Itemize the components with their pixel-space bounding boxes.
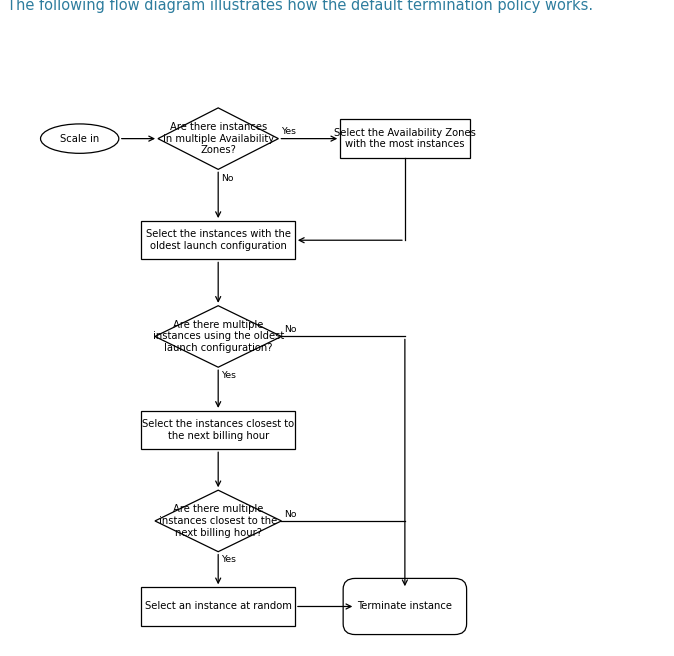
Polygon shape <box>155 306 282 367</box>
FancyBboxPatch shape <box>340 119 470 158</box>
FancyBboxPatch shape <box>142 221 295 260</box>
FancyBboxPatch shape <box>343 579 466 634</box>
Ellipse shape <box>40 124 119 154</box>
Text: Select an instance at random: Select an instance at random <box>145 602 292 611</box>
Text: Are there multiple
instances closest to the
next billing hour?: Are there multiple instances closest to … <box>159 504 277 537</box>
Text: No: No <box>284 510 297 519</box>
Text: Select the instances closest to
the next billing hour: Select the instances closest to the next… <box>142 419 295 441</box>
Text: Yes: Yes <box>282 127 297 136</box>
Text: Yes: Yes <box>221 556 236 564</box>
Text: Are there multiple
instances using the oldest
launch configuration?: Are there multiple instances using the o… <box>152 320 284 353</box>
Polygon shape <box>155 490 282 552</box>
Text: Select the Availability Zones
with the most instances: Select the Availability Zones with the m… <box>334 128 476 150</box>
Text: Scale in: Scale in <box>60 134 99 144</box>
Text: No: No <box>221 174 234 183</box>
Text: The following flow diagram illustrates how the default termination policy works.: The following flow diagram illustrates h… <box>7 0 594 13</box>
Text: Yes: Yes <box>221 371 236 380</box>
Text: Select the instances with the
oldest launch configuration: Select the instances with the oldest lau… <box>146 230 290 251</box>
Polygon shape <box>158 108 278 169</box>
FancyBboxPatch shape <box>142 587 295 626</box>
Text: No: No <box>284 325 297 334</box>
Text: Terminate instance: Terminate instance <box>357 602 452 611</box>
Text: Are there instances
in multiple Availability
Zones?: Are there instances in multiple Availabi… <box>162 122 274 155</box>
FancyBboxPatch shape <box>142 411 295 449</box>
